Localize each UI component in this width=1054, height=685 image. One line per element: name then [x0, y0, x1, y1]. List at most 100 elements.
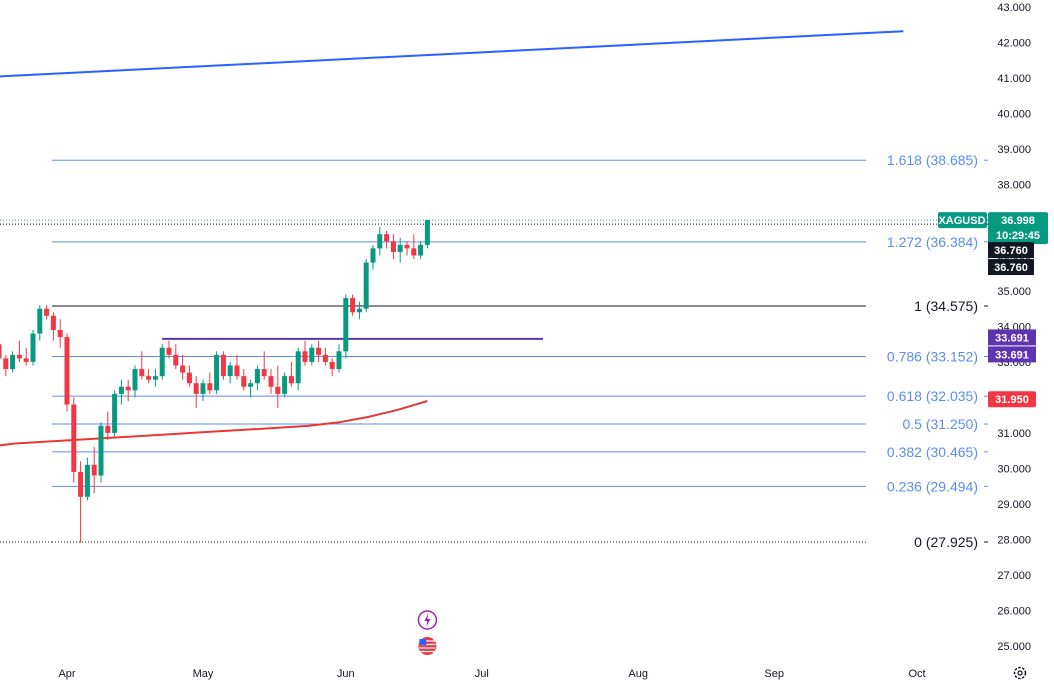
candle-body [254, 369, 260, 384]
candle[interactable] [418, 241, 424, 260]
y-tick-label: 29.000 [997, 499, 1031, 511]
candle[interactable] [424, 220, 430, 249]
candle[interactable] [214, 351, 220, 394]
candle[interactable] [3, 354, 9, 377]
candle[interactable] [132, 365, 138, 398]
lightning-icon[interactable] [417, 610, 438, 630]
candle[interactable] [295, 347, 301, 391]
candle-body [132, 369, 138, 391]
trend-lines [0, 30, 904, 340]
gear-icon[interactable] [1013, 666, 1027, 680]
dark-price-value: 36.760 [994, 262, 1028, 274]
candle-body [370, 248, 376, 263]
candle[interactable] [411, 234, 417, 260]
candle-body [397, 244, 403, 252]
candle[interactable] [356, 301, 362, 320]
candle-body [418, 244, 424, 256]
candle[interactable] [91, 447, 97, 494]
candle-body [261, 369, 267, 377]
candle[interactable] [261, 351, 267, 380]
ascending-trendline[interactable] [0, 30, 904, 80]
candle[interactable] [234, 354, 240, 380]
candle[interactable] [363, 259, 369, 313]
candle[interactable] [105, 411, 111, 440]
y-tick-label: 41.000 [997, 73, 1031, 85]
candle[interactable] [384, 230, 390, 249]
candle[interactable] [377, 227, 383, 256]
candle[interactable] [193, 376, 199, 409]
x-tick-label: Jun [337, 668, 355, 680]
candle[interactable] [118, 379, 124, 405]
candle[interactable] [173, 344, 179, 370]
candle-body [363, 262, 369, 309]
candle[interactable] [10, 351, 16, 373]
candle[interactable] [71, 397, 77, 483]
candle-body [3, 358, 9, 370]
candle[interactable] [152, 369, 158, 387]
candle[interactable] [98, 422, 104, 483]
candle[interactable] [302, 340, 308, 366]
us-flag-icon[interactable] [418, 637, 437, 655]
candle[interactable] [404, 241, 410, 256]
candle[interactable] [309, 344, 315, 366]
candle[interactable] [44, 305, 50, 320]
candle[interactable] [282, 372, 288, 398]
candle[interactable] [343, 294, 349, 359]
candle[interactable] [84, 457, 90, 501]
candle[interactable] [30, 330, 36, 366]
candle[interactable] [275, 365, 281, 409]
candle[interactable] [220, 351, 226, 380]
candle[interactable] [336, 344, 342, 373]
candle[interactable] [78, 461, 84, 543]
candle[interactable] [146, 369, 152, 384]
dark-price-badge [988, 259, 1034, 276]
candle[interactable] [329, 358, 335, 377]
candle[interactable] [112, 390, 118, 437]
candle[interactable] [316, 340, 322, 362]
y-tick-label: 40.000 [997, 109, 1031, 121]
candle[interactable] [166, 340, 172, 359]
candle[interactable] [322, 347, 328, 366]
candle[interactable] [37, 305, 43, 341]
candle[interactable] [159, 344, 165, 380]
candle[interactable] [268, 369, 274, 394]
candle[interactable] [186, 365, 192, 387]
candle[interactable] [50, 312, 56, 341]
candle[interactable] [16, 340, 22, 362]
fib-label: 1.618 (38.685) [887, 152, 978, 168]
purple-price-badge [988, 329, 1036, 346]
candle-body [10, 354, 16, 370]
candle-body [78, 471, 84, 497]
x-tick-label: Apr [58, 668, 75, 680]
candle-body [424, 220, 430, 245]
candle[interactable] [227, 361, 233, 384]
candle[interactable] [350, 294, 356, 316]
candle[interactable] [370, 244, 376, 270]
candle[interactable] [248, 379, 254, 398]
candle-body [84, 464, 90, 497]
candle-body [37, 308, 43, 334]
candle[interactable] [0, 341, 2, 362]
y-tick-label: 31.000 [997, 428, 1031, 440]
candle[interactable] [139, 351, 145, 380]
candle[interactable] [207, 372, 213, 394]
fib-label: 0.236 (29.494) [887, 478, 978, 494]
candle[interactable] [180, 354, 186, 380]
candle[interactable] [241, 369, 247, 391]
candle-body [316, 347, 322, 355]
ma-200-line[interactable] [0, 400, 428, 447]
candle[interactable] [254, 365, 260, 391]
candle[interactable] [23, 347, 29, 366]
candle[interactable] [125, 379, 131, 401]
bar-countdown: 10:29:45 [996, 230, 1040, 242]
candle[interactable] [288, 361, 294, 387]
candle[interactable] [397, 237, 403, 263]
candle[interactable] [57, 319, 63, 348]
candle[interactable] [200, 379, 206, 401]
fib-label: 1 (34.575) [914, 298, 978, 314]
candle[interactable] [390, 234, 396, 260]
candle[interactable] [64, 333, 70, 412]
fib-label: 0 (27.925) [914, 534, 978, 550]
candle-body [282, 376, 288, 394]
